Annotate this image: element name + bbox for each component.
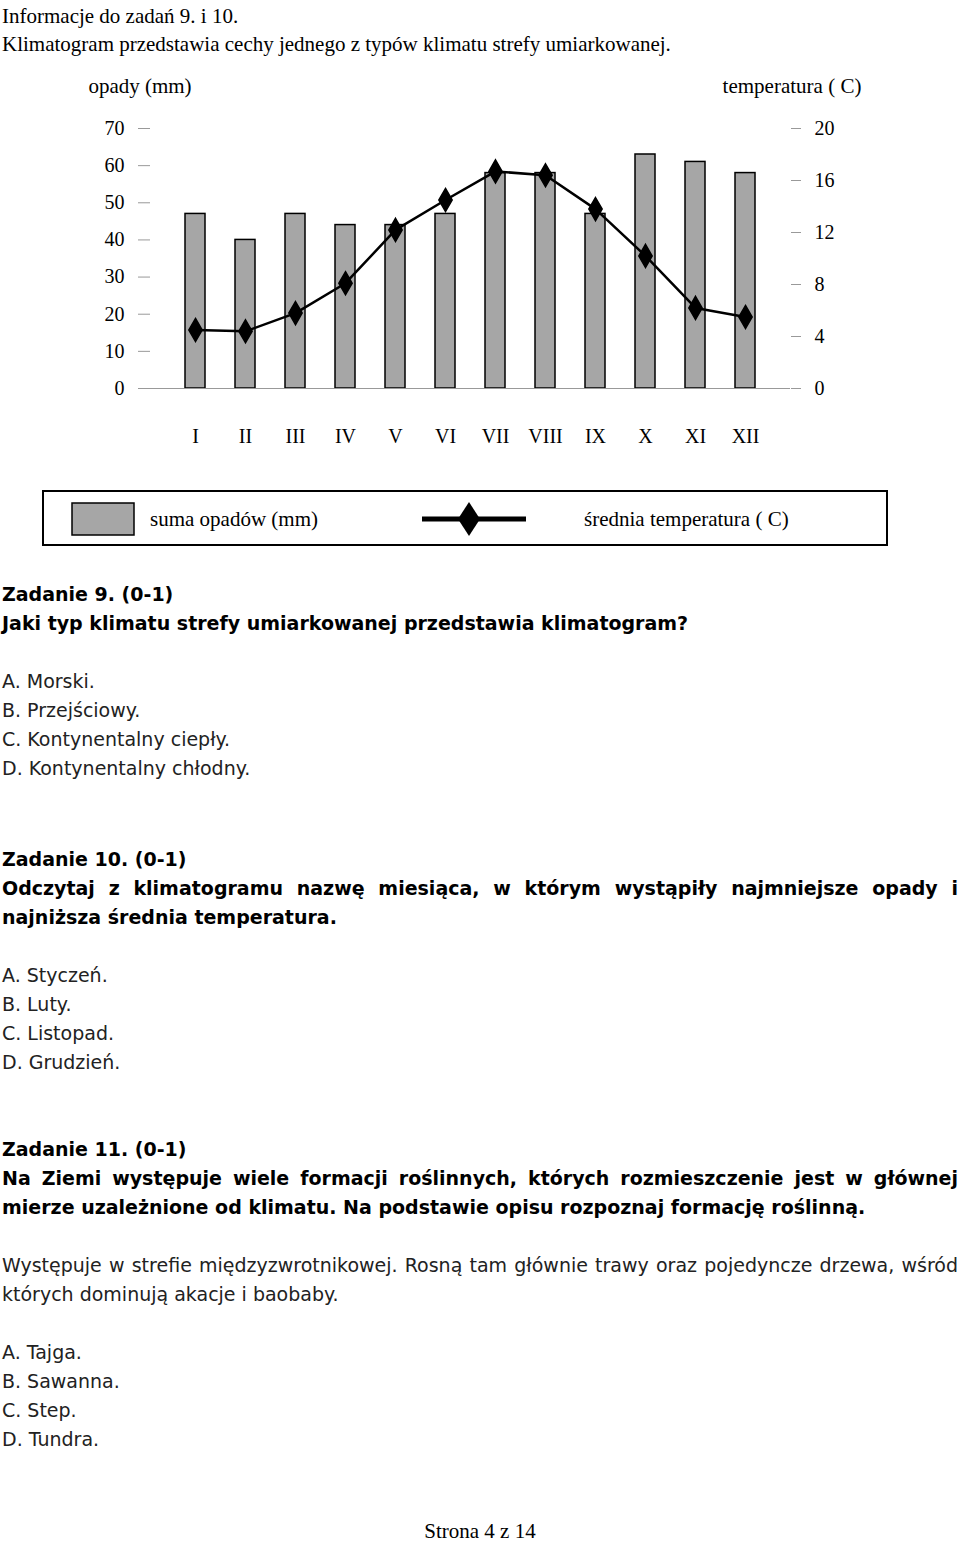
svg-text:16: 16 xyxy=(815,169,835,191)
svg-text:10: 10 xyxy=(105,340,125,362)
svg-text:8: 8 xyxy=(815,273,825,295)
html-text:Zadanie 9. (0-1): Zadanie 9. (0-1) xyxy=(2,583,174,605)
svg-text:60: 60 xyxy=(105,154,125,176)
svg-text:V: V xyxy=(388,425,403,447)
html-text:Zadanie 11. (0-1): Zadanie 11. (0-1) xyxy=(2,1138,187,1160)
html-text:C. Kontynentalny ciepły.: C. Kontynentalny ciepły. xyxy=(2,728,231,750)
svg-text:IV: IV xyxy=(335,425,357,447)
html-text:Informacje do zadań 9. i 10.: Informacje do zadań 9. i 10. xyxy=(2,4,239,28)
html-text:Strona 4 z 14: Strona 4 z 14 xyxy=(424,1519,536,1543)
svg-text:IX: IX xyxy=(585,425,607,447)
svg-text:III: III xyxy=(286,425,306,447)
svg-text:VIII: VIII xyxy=(528,425,562,447)
html-text:D. Kontynentalny chłodny.: D. Kontynentalny chłodny. xyxy=(2,757,251,779)
html-text:A. Tajga.: A. Tajga. xyxy=(2,1341,82,1363)
html-text:B. Przejściowy.: B. Przejściowy. xyxy=(2,699,141,721)
html-text:B. Sawanna.: B. Sawanna. xyxy=(2,1370,120,1392)
svg-text:20: 20 xyxy=(815,117,835,139)
html-text:Zadanie 10. (0-1): Zadanie 10. (0-1) xyxy=(2,848,187,870)
html-text:C. Listopad.: C. Listopad. xyxy=(2,1022,114,1044)
svg-text:VII: VII xyxy=(482,425,510,447)
svg-text:40: 40 xyxy=(105,228,125,250)
svg-text:0: 0 xyxy=(815,377,825,399)
html-text:D. Tundra.: D. Tundra. xyxy=(2,1428,100,1450)
html-text:Klimatogram przedstawia cechy: Klimatogram przedstawia cechy jednego z … xyxy=(2,32,671,56)
svg-text:suma opadów (mm): suma opadów (mm) xyxy=(150,507,318,531)
html-text:A. Styczeń.: A. Styczeń. xyxy=(2,964,108,986)
html-text:Występuje w strefie międzyzwro: Występuje w strefie międzyzwrotnikowej. … xyxy=(2,1254,958,1305)
svg-text:70: 70 xyxy=(105,117,125,139)
svg-text:XII: XII xyxy=(732,425,760,447)
svg-text:0: 0 xyxy=(115,377,125,399)
svg-text:X: X xyxy=(638,425,653,447)
html-text:Jaki typ klimatu strefy umiark: Jaki typ klimatu strefy umiarkowanej prz… xyxy=(2,612,689,634)
svg-text:20: 20 xyxy=(105,303,125,325)
html-text:opady (mm): opady (mm) xyxy=(88,74,192,98)
html-text:D. Grudzień.: D. Grudzień. xyxy=(2,1051,121,1073)
html-text:temperatura ( C): temperatura ( C) xyxy=(722,74,862,98)
svg-text:I: I xyxy=(192,425,199,447)
svg-text:XI: XI xyxy=(685,425,706,447)
html-text:Na Ziemi występuje wiele forma: Na Ziemi występuje wiele formacji roślin… xyxy=(2,1167,958,1218)
html-text:B. Luty.: B. Luty. xyxy=(2,993,72,1015)
html-text:C. Step.: C. Step. xyxy=(2,1399,77,1421)
html-text:Odczytaj z klimatogramu nazwę: Odczytaj z klimatogramu nazwę miesiąca, … xyxy=(2,877,958,928)
svg-text:30: 30 xyxy=(105,265,125,287)
html-text:A. Morski.: A. Morski. xyxy=(2,670,95,692)
svg-text:4: 4 xyxy=(815,325,825,347)
svg-text:12: 12 xyxy=(815,221,835,243)
svg-text:VI: VI xyxy=(435,425,456,447)
svg-text:50: 50 xyxy=(105,191,125,213)
svg-text:II: II xyxy=(239,425,252,447)
svg-text:średnia temperatura ( C): średnia temperatura ( C) xyxy=(584,507,789,531)
